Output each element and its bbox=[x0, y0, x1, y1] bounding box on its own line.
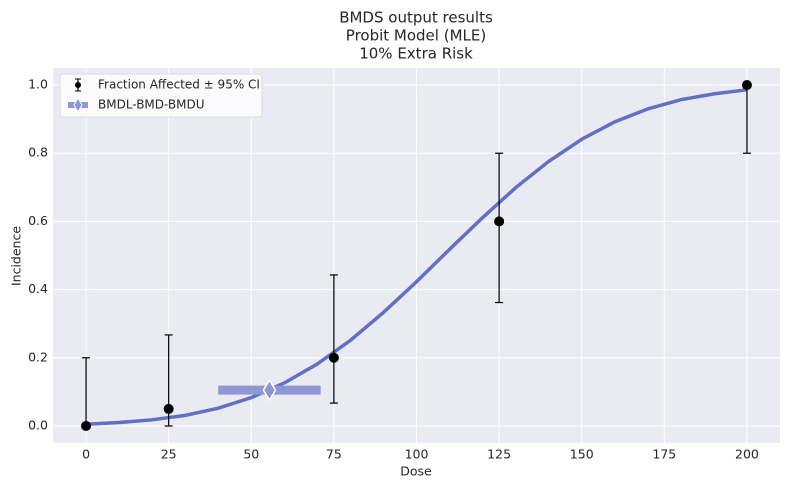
y-tick-label: 0.0 bbox=[28, 417, 48, 432]
y-tick-label: 0.6 bbox=[28, 213, 48, 228]
chart-title: BMDS output results bbox=[339, 9, 493, 27]
bmd-marker bbox=[262, 378, 277, 402]
legend-swatch bbox=[75, 82, 81, 88]
x-tick-label: 50 bbox=[243, 447, 259, 462]
x-tick-label: 175 bbox=[652, 447, 676, 462]
data-point bbox=[328, 352, 339, 363]
legend-label: Fraction Affected ± 95% CI bbox=[98, 78, 260, 92]
chart-subtitle: 10% Extra Risk bbox=[359, 45, 473, 63]
legend-box bbox=[59, 73, 263, 118]
model-curve bbox=[85, 88, 748, 426]
x-tick-label: 125 bbox=[487, 447, 511, 462]
y-tick-label: 0.2 bbox=[28, 349, 48, 364]
x-tick-label: 150 bbox=[570, 447, 594, 462]
y-tick-label: 1.0 bbox=[28, 77, 48, 92]
chart-subtitle: Probit Model (MLE) bbox=[346, 27, 486, 45]
x-tick-label: 100 bbox=[405, 447, 429, 462]
legend-swatch bbox=[73, 96, 83, 114]
data-point bbox=[741, 80, 752, 91]
x-tick-label: 0 bbox=[82, 447, 90, 462]
y-tick-label: 0.8 bbox=[28, 145, 48, 160]
legend-label: BMDL-BMD-BMDU bbox=[98, 98, 205, 112]
data-point bbox=[81, 420, 92, 431]
x-tick-label: 200 bbox=[735, 447, 759, 462]
data-point bbox=[494, 216, 505, 227]
y-axis-label: Incidence bbox=[9, 226, 24, 286]
x-tick-label: 25 bbox=[161, 447, 177, 462]
data-point bbox=[163, 403, 174, 414]
x-axis-label: Dose bbox=[400, 464, 432, 479]
y-tick-label: 0.4 bbox=[28, 281, 48, 296]
x-tick-label: 75 bbox=[326, 447, 342, 462]
